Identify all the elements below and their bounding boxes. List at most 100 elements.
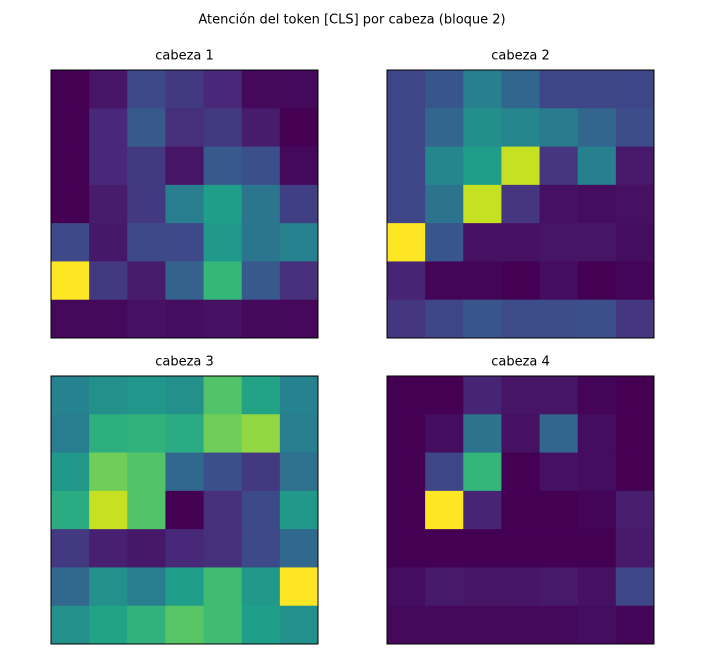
heatmap-cell <box>127 490 166 530</box>
heatmap-cell <box>501 108 541 148</box>
heatmap-cell <box>279 184 319 224</box>
heatmap-cell <box>127 184 166 224</box>
heatmap-cell <box>127 146 166 186</box>
panel-frame <box>386 375 655 645</box>
heatmap-cell <box>387 529 426 568</box>
heatmap-cell <box>241 299 281 339</box>
heatmap-cell <box>501 490 541 530</box>
heatmap-cell <box>89 146 128 186</box>
heatmap-cell <box>501 452 541 492</box>
heatmap-cell <box>577 108 617 148</box>
heatmap-cell <box>387 261 426 301</box>
heatmap-cell <box>501 261 541 301</box>
heatmap-cell <box>127 376 166 415</box>
heatmap-cell <box>615 605 655 645</box>
heatmap-cell <box>425 108 464 148</box>
heatmap-cell <box>51 261 90 301</box>
heatmap-cell <box>279 567 319 607</box>
heatmap-cell <box>165 223 205 262</box>
heatmap-cell <box>539 414 579 454</box>
heatmap-cell <box>615 184 655 224</box>
heatmap-cell <box>241 414 281 454</box>
heatmap-cell <box>203 184 243 224</box>
heatmap-cell <box>51 223 90 262</box>
heatmap-cell <box>463 108 502 148</box>
heatmap-cell <box>279 490 319 530</box>
heatmap-cell <box>501 414 541 454</box>
heatmap-cell <box>165 605 205 645</box>
heatmap-cell <box>539 376 579 415</box>
heatmap-cell <box>615 146 655 186</box>
heatmap-cell <box>577 146 617 186</box>
heatmap-cell <box>241 223 281 262</box>
heatmap-cell <box>165 70 205 109</box>
heatmap-cell <box>615 452 655 492</box>
heatmap-cell <box>241 376 281 415</box>
heatmap-cell <box>425 223 464 262</box>
heatmap-cell <box>387 376 426 415</box>
heatmap-cell <box>539 567 579 607</box>
heatmap-cell <box>577 490 617 530</box>
heatmap-cell <box>577 567 617 607</box>
heatmap-cell <box>463 605 502 645</box>
heatmap-cell <box>279 299 319 339</box>
heatmap-cell <box>203 70 243 109</box>
heatmap-cell <box>425 452 464 492</box>
heatmap-cell <box>127 414 166 454</box>
heatmap-cell <box>165 299 205 339</box>
heatmap-cell <box>279 452 319 492</box>
heatmap-cell <box>51 108 90 148</box>
heatmap-cell <box>279 70 319 109</box>
heatmap-cell <box>577 184 617 224</box>
heatmap-cell <box>463 567 502 607</box>
heatmap-cell <box>203 376 243 415</box>
heatmap-cell <box>203 605 243 645</box>
heatmap-cell <box>425 70 464 109</box>
heatmap-cell <box>51 529 90 568</box>
heatmap-cell <box>387 184 426 224</box>
heatmap-cell <box>387 567 426 607</box>
heatmap-cell <box>51 299 90 339</box>
heatmap-cell <box>203 452 243 492</box>
heatmap-cell <box>387 490 426 530</box>
heatmap-cell <box>127 605 166 645</box>
heatmap-cell <box>203 108 243 148</box>
heatmap-cell <box>615 529 655 568</box>
heatmap-cell <box>501 184 541 224</box>
heatmap-cell <box>425 184 464 224</box>
heatmap-cell <box>387 223 426 262</box>
heatmap-cell <box>425 605 464 645</box>
heatmap-cell <box>577 376 617 415</box>
heatmap-cell <box>203 261 243 301</box>
heatmap-cell <box>89 108 128 148</box>
heatmap-cell <box>279 223 319 262</box>
heatmap-cell <box>501 605 541 645</box>
heatmap-cell <box>577 299 617 339</box>
heatmap-cell <box>127 223 166 262</box>
heatmap-cell <box>127 567 166 607</box>
heatmap-cell <box>89 567 128 607</box>
heatmap-cell <box>165 376 205 415</box>
heatmap-cell <box>425 414 464 454</box>
heatmap-cell <box>387 70 426 109</box>
heatmap-cell <box>203 567 243 607</box>
heatmap-cell <box>89 490 128 530</box>
heatmap-cell <box>501 567 541 607</box>
heatmap-cell <box>165 108 205 148</box>
heatmap-cell <box>463 414 502 454</box>
heatmap-cell <box>241 567 281 607</box>
heatmap-cell <box>89 299 128 339</box>
heatmap-cell <box>463 70 502 109</box>
heatmap-cell <box>501 376 541 415</box>
heatmap-cell <box>165 490 205 530</box>
panel-title: cabeza 1 <box>155 49 214 64</box>
heatmap-cell <box>615 261 655 301</box>
heatmap-cell <box>387 146 426 186</box>
heatmap-cell <box>387 605 426 645</box>
heatmap-cell <box>425 146 464 186</box>
heatmap-cell <box>577 70 617 109</box>
heatmap-cell <box>279 108 319 148</box>
heatmap-cell <box>577 452 617 492</box>
heatmap-cell <box>615 70 655 109</box>
